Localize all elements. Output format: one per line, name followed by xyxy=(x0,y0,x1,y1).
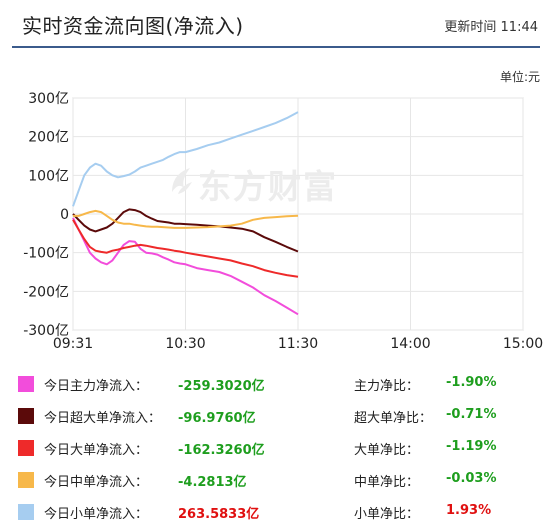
watermark: 东方财富 xyxy=(168,160,408,206)
ratio-label-medium: 中单净比： xyxy=(354,475,420,490)
chart-title: 实时资金流向图(净流入) xyxy=(22,14,244,38)
update-time: 更新时间 11:44 xyxy=(444,20,538,35)
legend-swatch-small xyxy=(18,504,34,520)
ratio-value-big: -1.19% xyxy=(446,439,497,454)
y-tick-label: 100亿 xyxy=(28,168,69,184)
legend-swatch-main xyxy=(18,376,34,392)
y-tick-label: 200亿 xyxy=(28,130,69,146)
legend-label-super: 今日超大单净流入： xyxy=(44,411,162,426)
x-tick-label: 15:00 xyxy=(503,336,543,352)
ratio-value-small: 1.93% xyxy=(446,503,492,518)
chart-header: 实时资金流向图(净流入) 更新时间 11:44 xyxy=(0,0,552,50)
legend-swatch-big xyxy=(18,440,34,456)
legend-swatch-medium xyxy=(18,472,34,488)
x-tick-label: 10:30 xyxy=(165,336,205,352)
y-tick-label: 0 xyxy=(60,207,69,223)
legend-row-small: 今日小单净流入： 263.5833亿 小单净比： 1.93% xyxy=(18,496,538,528)
legend-label-main: 今日主力净流入： xyxy=(44,379,149,394)
legend-label-small: 今日小单净流入： xyxy=(44,507,149,522)
x-tick-label: 11:30 xyxy=(278,336,318,352)
legend-value-super: -96.9760亿 xyxy=(178,411,256,426)
unit-label: 单位:元 xyxy=(499,70,540,84)
y-tick-label: -300亿 xyxy=(23,323,69,339)
ratio-label-big: 大单净比： xyxy=(354,443,420,458)
legend-row-medium: 今日中单净流入： -4.2813亿 中单净比： -0.03% xyxy=(18,464,538,496)
watermark-text: 东方财富 xyxy=(198,167,338,206)
y-tick-label: 300亿 xyxy=(28,91,69,107)
x-tick-label: 09:31 xyxy=(53,336,93,352)
series-line-main xyxy=(72,217,299,316)
legend-swatch-super xyxy=(18,408,34,424)
legend-row-main: 今日主力净流入： -259.3020亿 主力净比： -1.90% xyxy=(18,368,538,400)
ratio-value-medium: -0.03% xyxy=(446,471,497,486)
legend-value-small: 263.5833亿 xyxy=(178,507,260,522)
legend-value-big: -162.3260亿 xyxy=(178,443,265,458)
x-tick-label: 14:00 xyxy=(390,336,430,352)
flow-legend: 今日主力净流入： -259.3020亿 主力净比： -1.90% 今日超大单净流… xyxy=(18,368,538,528)
series-line-super xyxy=(72,208,299,253)
ratio-label-small: 小单净比： xyxy=(354,507,420,522)
legend-label-big: 今日大单净流入： xyxy=(44,443,149,458)
ratio-value-main: -1.90% xyxy=(446,375,497,390)
legend-value-medium: -4.2813亿 xyxy=(178,475,247,490)
legend-value-main: -259.3020亿 xyxy=(178,379,265,394)
ratio-label-main: 主力净比： xyxy=(354,379,420,394)
header-divider xyxy=(12,46,540,48)
ratio-value-super: -0.71% xyxy=(446,407,497,422)
series-line-medium xyxy=(73,209,299,229)
y-tick-label: -200亿 xyxy=(23,284,69,300)
y-tick-label: -100亿 xyxy=(23,246,69,262)
legend-row-big: 今日大单净流入： -162.3260亿 大单净比： -1.19% xyxy=(18,432,538,464)
ratio-label-super: 超大单净比： xyxy=(354,411,433,426)
series-line-small xyxy=(72,111,299,207)
legend-row-super: 今日超大单净流入： -96.9760亿 超大单净比： -0.71% xyxy=(18,400,538,432)
series-line-big xyxy=(72,219,299,278)
watermark-logo-icon xyxy=(172,168,192,194)
legend-label-medium: 今日中单净流入： xyxy=(44,475,149,490)
